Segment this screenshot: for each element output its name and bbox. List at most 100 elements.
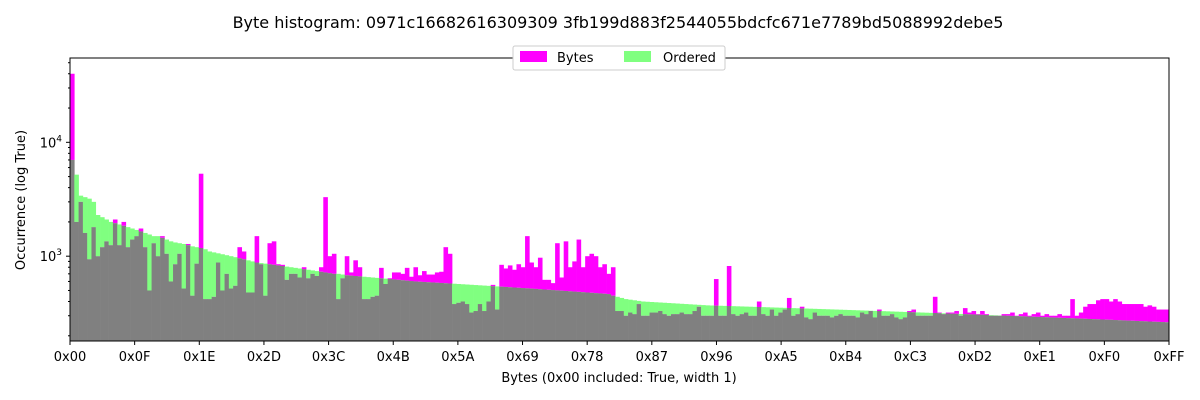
overlap-bar — [881, 315, 886, 341]
x-tick-label: 0x1E — [183, 350, 215, 365]
overlap-bar — [340, 278, 346, 341]
ordered-bar — [482, 285, 487, 312]
overlap-bar — [276, 265, 281, 341]
overlap-bar — [108, 245, 114, 341]
ordered-bar — [928, 312, 934, 316]
ordered-bar — [190, 246, 195, 296]
bytes-bar — [1010, 312, 1015, 316]
bytes-bar — [1065, 315, 1071, 319]
bytes-bar — [559, 277, 564, 291]
overlap-bar — [705, 315, 710, 341]
overlap-bar — [671, 314, 676, 341]
ordered-bar — [314, 271, 320, 276]
overlap-bar — [915, 315, 921, 341]
ordered-bar — [366, 277, 371, 300]
overlap-bar — [503, 286, 509, 341]
overlap-bar — [821, 315, 826, 341]
overlap-bar — [576, 291, 582, 341]
ordered-bar — [834, 309, 839, 316]
bytes-bar — [1070, 299, 1075, 319]
overlap-bar — [293, 273, 298, 341]
x-tick-label: 0xE1 — [1023, 350, 1055, 365]
overlap-bar — [1078, 318, 1084, 341]
overlap-bar — [563, 290, 569, 341]
bytes-bar — [542, 279, 547, 290]
ordered-bar — [460, 284, 466, 302]
bytes-bar — [1117, 301, 1123, 321]
overlap-bar — [469, 312, 474, 341]
bytes-bar — [1096, 300, 1101, 320]
bytes-bar — [267, 243, 273, 265]
ordered-bar — [452, 283, 457, 305]
ordered-bar — [812, 308, 818, 313]
overlap-bar — [1083, 318, 1088, 341]
bytes-bar — [726, 266, 732, 307]
ordered-bar — [765, 307, 771, 316]
x-tick-label: 0x4B — [377, 350, 410, 365]
ordered-bar — [224, 255, 230, 274]
overlap-bar — [537, 289, 543, 341]
overlap-bar — [847, 315, 852, 341]
legend: Bytes Ordered — [512, 45, 726, 71]
bytes-bar — [413, 267, 419, 282]
overlap-bar — [808, 319, 813, 341]
ordered-bar — [885, 311, 891, 316]
overlap-bar — [868, 311, 874, 341]
overlap-bar — [688, 314, 693, 341]
bytes-bar — [907, 311, 912, 313]
bytes-bar — [112, 219, 118, 224]
ordered-bar — [748, 306, 753, 316]
ordered-bar — [864, 310, 869, 315]
ordered-bar — [898, 311, 904, 320]
overlap-bar — [74, 221, 79, 341]
bytes-bar — [954, 311, 959, 314]
ordered-bar — [82, 197, 88, 233]
bytes-bar — [447, 253, 453, 284]
overlap-bar — [344, 275, 350, 341]
ordered-bar — [151, 236, 157, 244]
overlap-bar — [894, 317, 899, 341]
overlap-bar — [1070, 318, 1075, 341]
overlap-bar — [211, 296, 217, 341]
bytes-bar — [1134, 304, 1140, 321]
overlap-bar — [546, 289, 552, 341]
overlap-bar — [1065, 318, 1071, 341]
ordered-bar — [902, 311, 908, 318]
overlap-bar — [1164, 322, 1170, 341]
overlap-bar — [722, 315, 728, 341]
ordered-bar — [889, 311, 895, 315]
overlap-bar — [812, 312, 818, 341]
ordered-bar — [722, 305, 728, 316]
y-tick-label: 104 — [40, 134, 63, 151]
overlap-bar — [795, 314, 801, 341]
overlap-bar — [288, 273, 294, 341]
overlap-bar — [1057, 317, 1062, 341]
overlap-bar — [1053, 317, 1058, 341]
ordered-bar — [640, 301, 646, 316]
ordered-bar — [310, 270, 315, 274]
overlap-bar — [580, 292, 586, 341]
overlap-bar — [194, 263, 200, 341]
overlap-bar — [988, 315, 994, 341]
ordered-bar — [108, 221, 114, 246]
overlap-bar — [971, 314, 977, 341]
overlap-bar — [799, 308, 805, 341]
bytes-bar — [409, 276, 414, 282]
ordered-bar — [872, 310, 878, 318]
overlap-bar — [318, 271, 324, 341]
overlap-bar — [572, 291, 577, 341]
ordered-bar — [168, 241, 174, 282]
overlap-bar — [1160, 322, 1166, 341]
ordered-bar — [473, 285, 479, 312]
ordered-bar — [645, 301, 650, 316]
overlap-bar — [932, 313, 938, 341]
bytes-bar — [344, 256, 350, 276]
ordered-bar — [130, 228, 135, 240]
overlap-bar — [1087, 318, 1093, 341]
overlap-bar — [447, 283, 453, 341]
x-tick-label: 0x3C — [312, 350, 345, 365]
ordered-bar — [739, 306, 745, 315]
ordered-bar — [666, 303, 672, 316]
ordered-bar — [649, 302, 655, 313]
bytes-bar — [391, 272, 397, 280]
